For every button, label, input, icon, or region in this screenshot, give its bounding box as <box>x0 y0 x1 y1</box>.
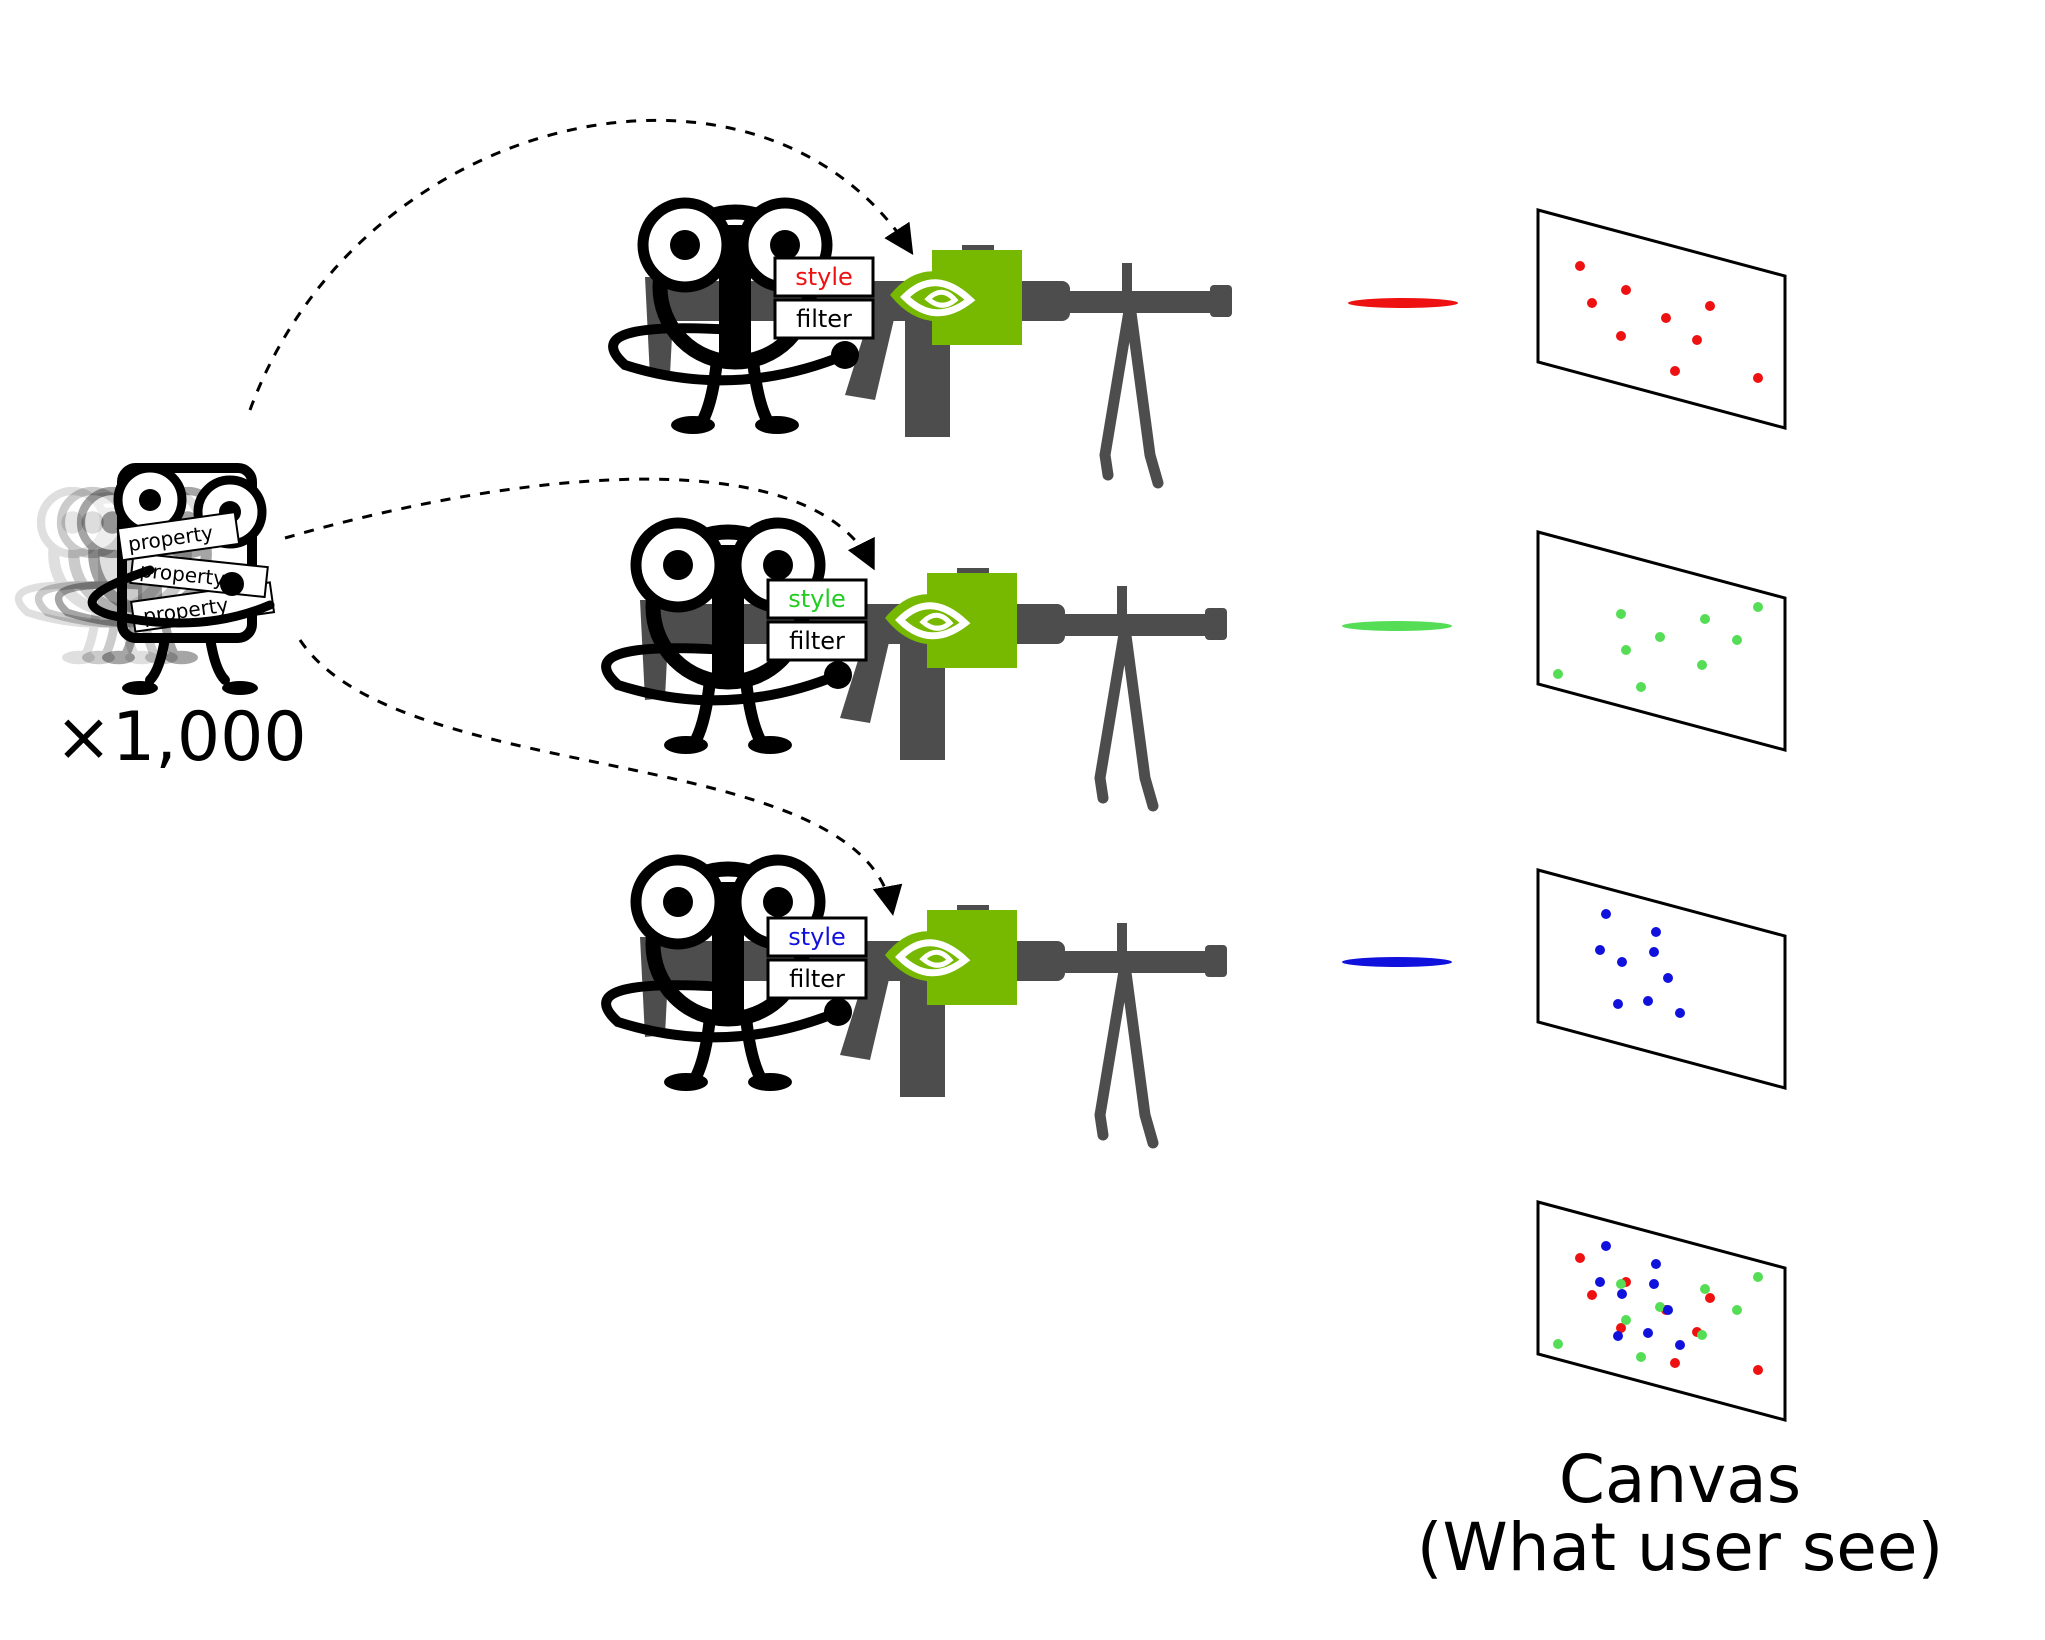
filter-label-3: filter <box>789 965 845 993</box>
bullet-2 <box>1342 621 1452 631</box>
style-label-1: style <box>795 263 853 291</box>
canvas-title: Canvas <box>1559 1441 1801 1518</box>
canvas-subtitle: (What user see) <box>1417 1509 1943 1586</box>
filter-label-1: filter <box>796 305 852 333</box>
style-label-2: style <box>788 585 846 613</box>
shooter-2: style filter <box>606 523 1452 806</box>
source-mascot-stack: property property property <box>19 463 276 695</box>
canvas-panel-red <box>1536 208 1787 430</box>
canvas-panel-green <box>1536 530 1787 752</box>
bullet-3 <box>1342 957 1452 967</box>
style-label-3: style <box>788 923 846 951</box>
canvas-panel-blue <box>1536 868 1787 1090</box>
dispatch-arrow-3 <box>298 639 903 916</box>
shooter-1: style filter <box>613 203 1458 483</box>
filter-label-2: filter <box>789 627 845 655</box>
shooter-3: style filter <box>606 860 1452 1143</box>
canvas-panel-combined <box>1536 1200 1787 1422</box>
bullet-1 <box>1348 298 1458 308</box>
dispatch-arrow-2 <box>284 477 875 571</box>
multiplier-label: ×1,000 <box>55 698 307 777</box>
